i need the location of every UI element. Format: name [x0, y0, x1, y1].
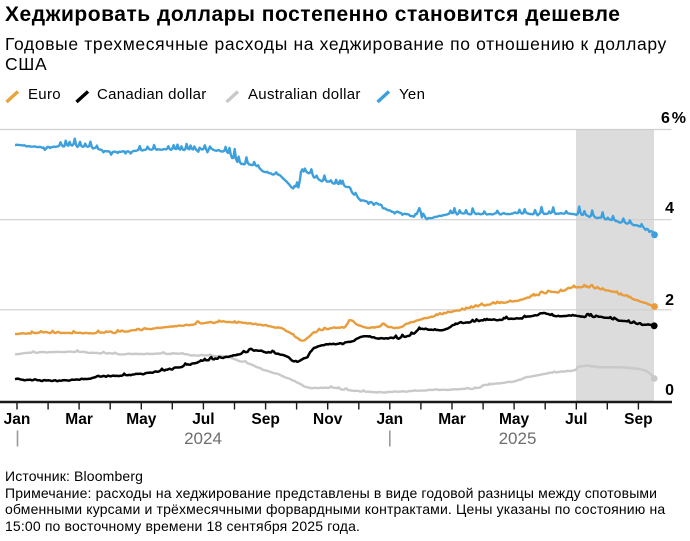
svg-text:Jan: Jan — [4, 411, 31, 428]
svg-text:Jul: Jul — [565, 411, 587, 428]
svg-text:Jul: Jul — [192, 411, 214, 428]
svg-text:Sep: Sep — [251, 411, 279, 428]
svg-text:Mar: Mar — [65, 411, 93, 428]
svg-text:Sep: Sep — [624, 411, 652, 428]
svg-text:6%: 6% — [661, 110, 688, 127]
svg-text:May: May — [126, 411, 157, 428]
svg-text:4: 4 — [665, 200, 674, 217]
svg-text:Jan: Jan — [376, 411, 403, 428]
svg-text:Nov: Nov — [313, 411, 343, 428]
svg-text:Mar: Mar — [438, 411, 466, 428]
svg-text:2024: 2024 — [184, 429, 222, 448]
svg-text:2: 2 — [665, 292, 674, 309]
svg-text:May: May — [499, 411, 530, 428]
svg-text:2025: 2025 — [499, 429, 537, 448]
svg-text:0: 0 — [665, 382, 674, 399]
